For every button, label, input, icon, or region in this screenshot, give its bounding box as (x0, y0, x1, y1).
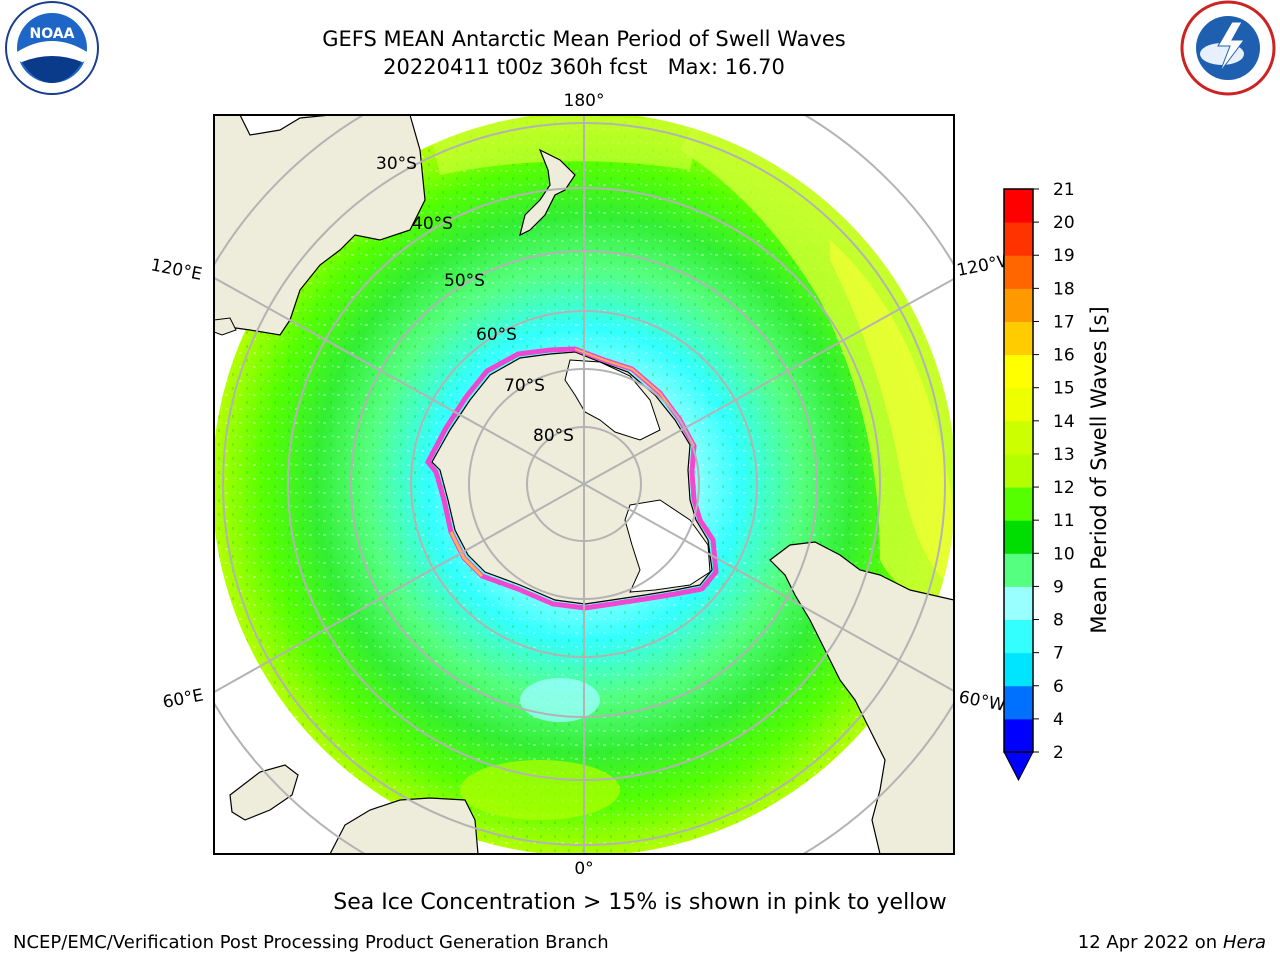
lat-label-60s: 60°S (476, 325, 517, 345)
lat-label-50s: 50°S (444, 271, 485, 291)
colorbar-tick-label: 19 (1053, 246, 1075, 266)
colorbar-tick-label: 21 (1053, 180, 1075, 200)
south-america-land (769, 541, 954, 854)
lat-label-40s: 40°S (412, 214, 453, 234)
colorbar-tick-label: 14 (1053, 412, 1075, 432)
noaa-logo-text: NOAA (30, 26, 75, 42)
colorbar-segment (1004, 652, 1033, 687)
ross-ice-shelf (564, 359, 661, 441)
colorbar-segment (1004, 520, 1033, 554)
map-panel: 30°S 40°S 50°S 60°S 70°S 80°S (214, 115, 954, 854)
colorbar-extension (1003, 751, 1034, 782)
lon-label-60w: 60°W (957, 687, 1007, 716)
colorbar-frame (1003, 188, 1034, 753)
colorbar-segment (1004, 189, 1033, 223)
high-period-region (680, 118, 954, 610)
colorbar-tick-label: 11 (1053, 511, 1075, 531)
colorbar-tick-label: 16 (1053, 346, 1075, 366)
colorbar-tick-label: 13 (1053, 445, 1075, 465)
colorbar-tick-label: 18 (1053, 279, 1075, 299)
footer-date-text: 12 Apr 2022 on (1077, 932, 1223, 953)
colorbar-segment (1004, 553, 1033, 587)
weddell-ice (624, 499, 711, 593)
meridians (214, 115, 954, 854)
footer-date: 12 Apr 2022 on Hera (1078, 932, 1266, 953)
colorbar-tick-label: 2 (1053, 743, 1064, 763)
tasmania-land (214, 317, 237, 336)
chart-subtitle: 20220411 t00z 360h fcst Max: 16.70 (383, 55, 785, 79)
lat-label-80s: 80°S (533, 426, 574, 446)
nws-logo (1180, 0, 1276, 96)
colorbar-segment (1004, 321, 1033, 356)
footer-host: Hera (1222, 932, 1266, 953)
map-frame (213, 114, 955, 855)
new-zealand-land (519, 148, 576, 237)
footer-credit: NCEP/EMC/Verification Post Processing Pr… (13, 932, 609, 953)
colorbar-tick-label: 9 (1053, 577, 1064, 597)
lon-label-0: 0° (574, 859, 593, 879)
colorbar-segment (1004, 387, 1033, 422)
colorbar-label: Mean Period of Swell Waves [s] (1087, 306, 1111, 633)
colorbar-tick-label: 15 (1053, 379, 1075, 399)
sea-ice-caption: Sea Ice Concentration > 15% is shown in … (333, 890, 947, 915)
lon-label-180: 180° (564, 91, 605, 111)
colorbar-tick-label: 20 (1053, 213, 1075, 233)
colorbar-segment (1004, 685, 1033, 720)
colorbar-segment (1004, 619, 1033, 654)
colorbar-tick-label: 6 (1053, 677, 1064, 697)
colorbar-segment (1004, 453, 1033, 488)
colorbar-segment (1004, 420, 1033, 455)
colorbar-segment (1004, 288, 1033, 322)
colorbar-segment (1004, 718, 1033, 753)
colorbar-tick-label: 17 (1053, 312, 1075, 332)
colorbar-tick-label: 12 (1053, 478, 1075, 498)
lat-label-30s: 30°S (376, 154, 417, 174)
colorbar-tick-label: 10 (1053, 544, 1075, 564)
colorbar-tick-label: 8 (1053, 611, 1064, 631)
colorbar-tick-label: 4 (1053, 710, 1064, 730)
colorbar-segment (1004, 255, 1033, 289)
colorbar-segment (1004, 354, 1033, 389)
australia-land (214, 115, 426, 336)
madagascar-land (229, 764, 299, 821)
colorbar-tick-label: 7 (1053, 644, 1064, 664)
lon-label-60e: 60°E (161, 685, 205, 712)
colorbar-segment (1004, 487, 1033, 521)
colorbar-segment (1004, 222, 1033, 256)
noaa-logo: NOAA (5, 1, 99, 95)
africa-land (329, 797, 479, 854)
chart-title: GEFS MEAN Antarctic Mean Period of Swell… (322, 27, 846, 51)
colorbar: 2 4 6 7 8 9 10 11 12 13 14 15 16 17 18 19 20 21 (1003, 180, 1075, 782)
colorbar-segment (1004, 586, 1033, 621)
lon-label-120e: 120°E (149, 255, 204, 284)
lat-label-70s: 70°S (504, 376, 545, 396)
